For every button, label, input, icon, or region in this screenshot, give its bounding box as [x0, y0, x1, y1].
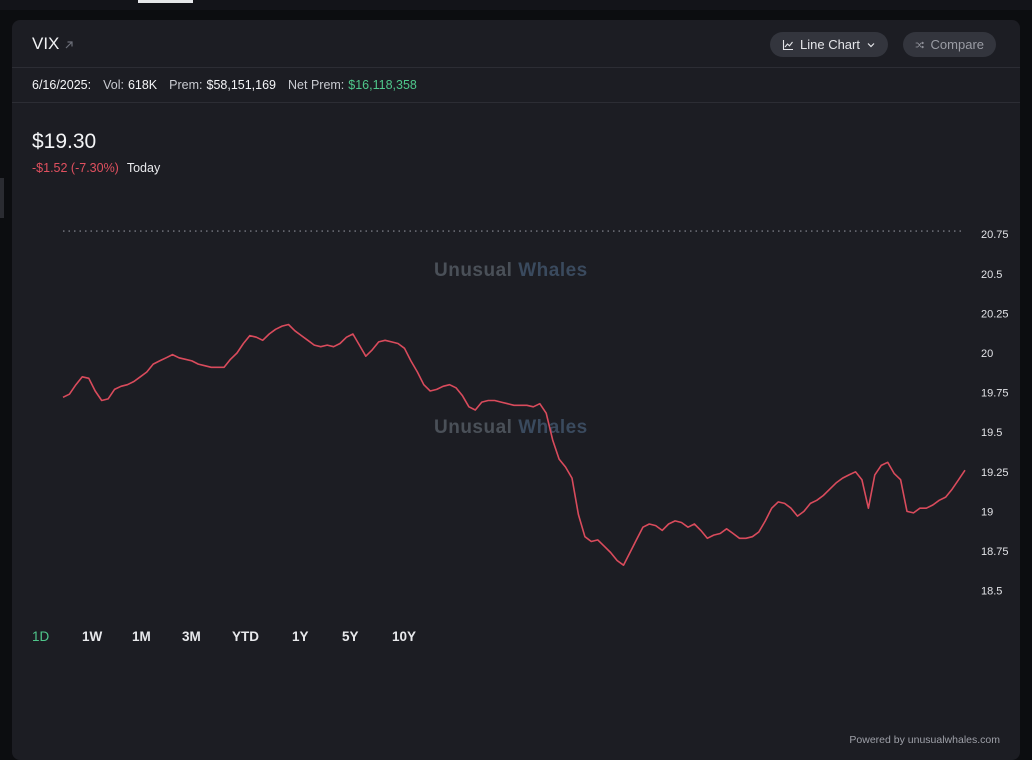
range-1d[interactable]: 1D	[32, 629, 50, 644]
price-change: -$1.52 (-7.30%)	[32, 161, 119, 175]
price-chart[interactable]: 20.75 20.5 20.25 20 19.75 19.5 19.25 19 18.75 18.…	[12, 20, 1020, 620]
watermark-top: Unusual Whales	[434, 260, 588, 282]
stats-date: 6/16/2025:	[32, 78, 92, 92]
series-line[interactable]	[62, 323, 966, 566]
range-5y[interactable]: 5Y	[342, 629, 359, 644]
chart-card: VIX Line Chart Compare 6/16/2025: Vo	[12, 20, 1020, 760]
watermark-bottom-word2: Whales	[518, 417, 588, 438]
line-chart-label: Line Chart	[800, 37, 860, 52]
external-link-icon[interactable]	[63, 39, 75, 51]
vol-value: 618K	[127, 78, 158, 92]
stats-row: 6/16/2025: Vol: 618K Prem: $58,151,169 N…	[12, 68, 1020, 103]
range-1y[interactable]: 1Y	[292, 629, 309, 644]
range-selector: 1D 1W 1M 3M YTD 1Y 5Y 10Y	[32, 629, 442, 644]
top-strip	[0, 0, 1032, 10]
y-tick-label: 20.5	[981, 269, 1002, 281]
y-tick-label: 20.75	[981, 229, 1009, 241]
y-axis-ticks: 20.75 20.5 20.25 20 19.75 19.5 19.25 19 18.75 18.…	[981, 229, 1009, 597]
range-3m[interactable]: 3M	[182, 629, 201, 644]
price-change-row: -$1.52 (-7.30%) Today	[32, 161, 160, 175]
range-1m[interactable]: 1M	[132, 629, 151, 644]
watermark-bottom-word1: Unusual	[434, 417, 513, 438]
y-tick-label: 19	[981, 506, 993, 518]
compare-label: Compare	[930, 37, 984, 52]
chevron-down-icon	[867, 42, 875, 47]
ticker-symbol[interactable]: VIX	[32, 34, 60, 53]
shuffle-icon	[915, 41, 925, 48]
y-tick-label: 20.25	[981, 308, 1009, 320]
net-prem-label: Net Prem:	[288, 78, 345, 92]
vol-label: Vol:	[103, 78, 124, 92]
current-price: $19.30	[32, 130, 97, 153]
net-prem-value: $16,118,358	[348, 78, 417, 92]
line-chart-icon	[782, 39, 793, 50]
watermark-top-word1: Unusual	[434, 260, 513, 281]
ticker-title[interactable]: VIX	[32, 34, 75, 54]
change-period: Today	[126, 161, 161, 175]
y-tick-label: 20	[981, 348, 993, 360]
y-tick-label: 19.25	[981, 467, 1009, 479]
powered-by: Powered by unusualwhales.com	[849, 734, 1000, 746]
compare-button[interactable]: Compare	[903, 32, 996, 57]
range-ytd[interactable]: YTD	[232, 629, 259, 644]
range-10y[interactable]: 10Y	[392, 629, 417, 644]
watermark-top-word2: Whales	[518, 260, 588, 281]
left-edge-marker	[0, 178, 4, 218]
range-1w[interactable]: 1W	[82, 629, 103, 644]
line-chart-dropdown[interactable]: Line Chart	[770, 32, 888, 57]
prem-value: $58,151,169	[206, 78, 277, 92]
y-tick-label: 19.75	[981, 388, 1009, 400]
prem-label: Prem:	[169, 78, 203, 92]
y-tick-label: 18.5	[981, 586, 1002, 598]
watermark-bottom: Unusual Whales	[434, 417, 588, 439]
active-tab-indicator	[138, 0, 193, 3]
y-tick-label: 19.5	[981, 427, 1002, 439]
card-header: VIX Line Chart Compare	[12, 20, 1020, 68]
y-tick-label: 18.75	[981, 546, 1009, 558]
